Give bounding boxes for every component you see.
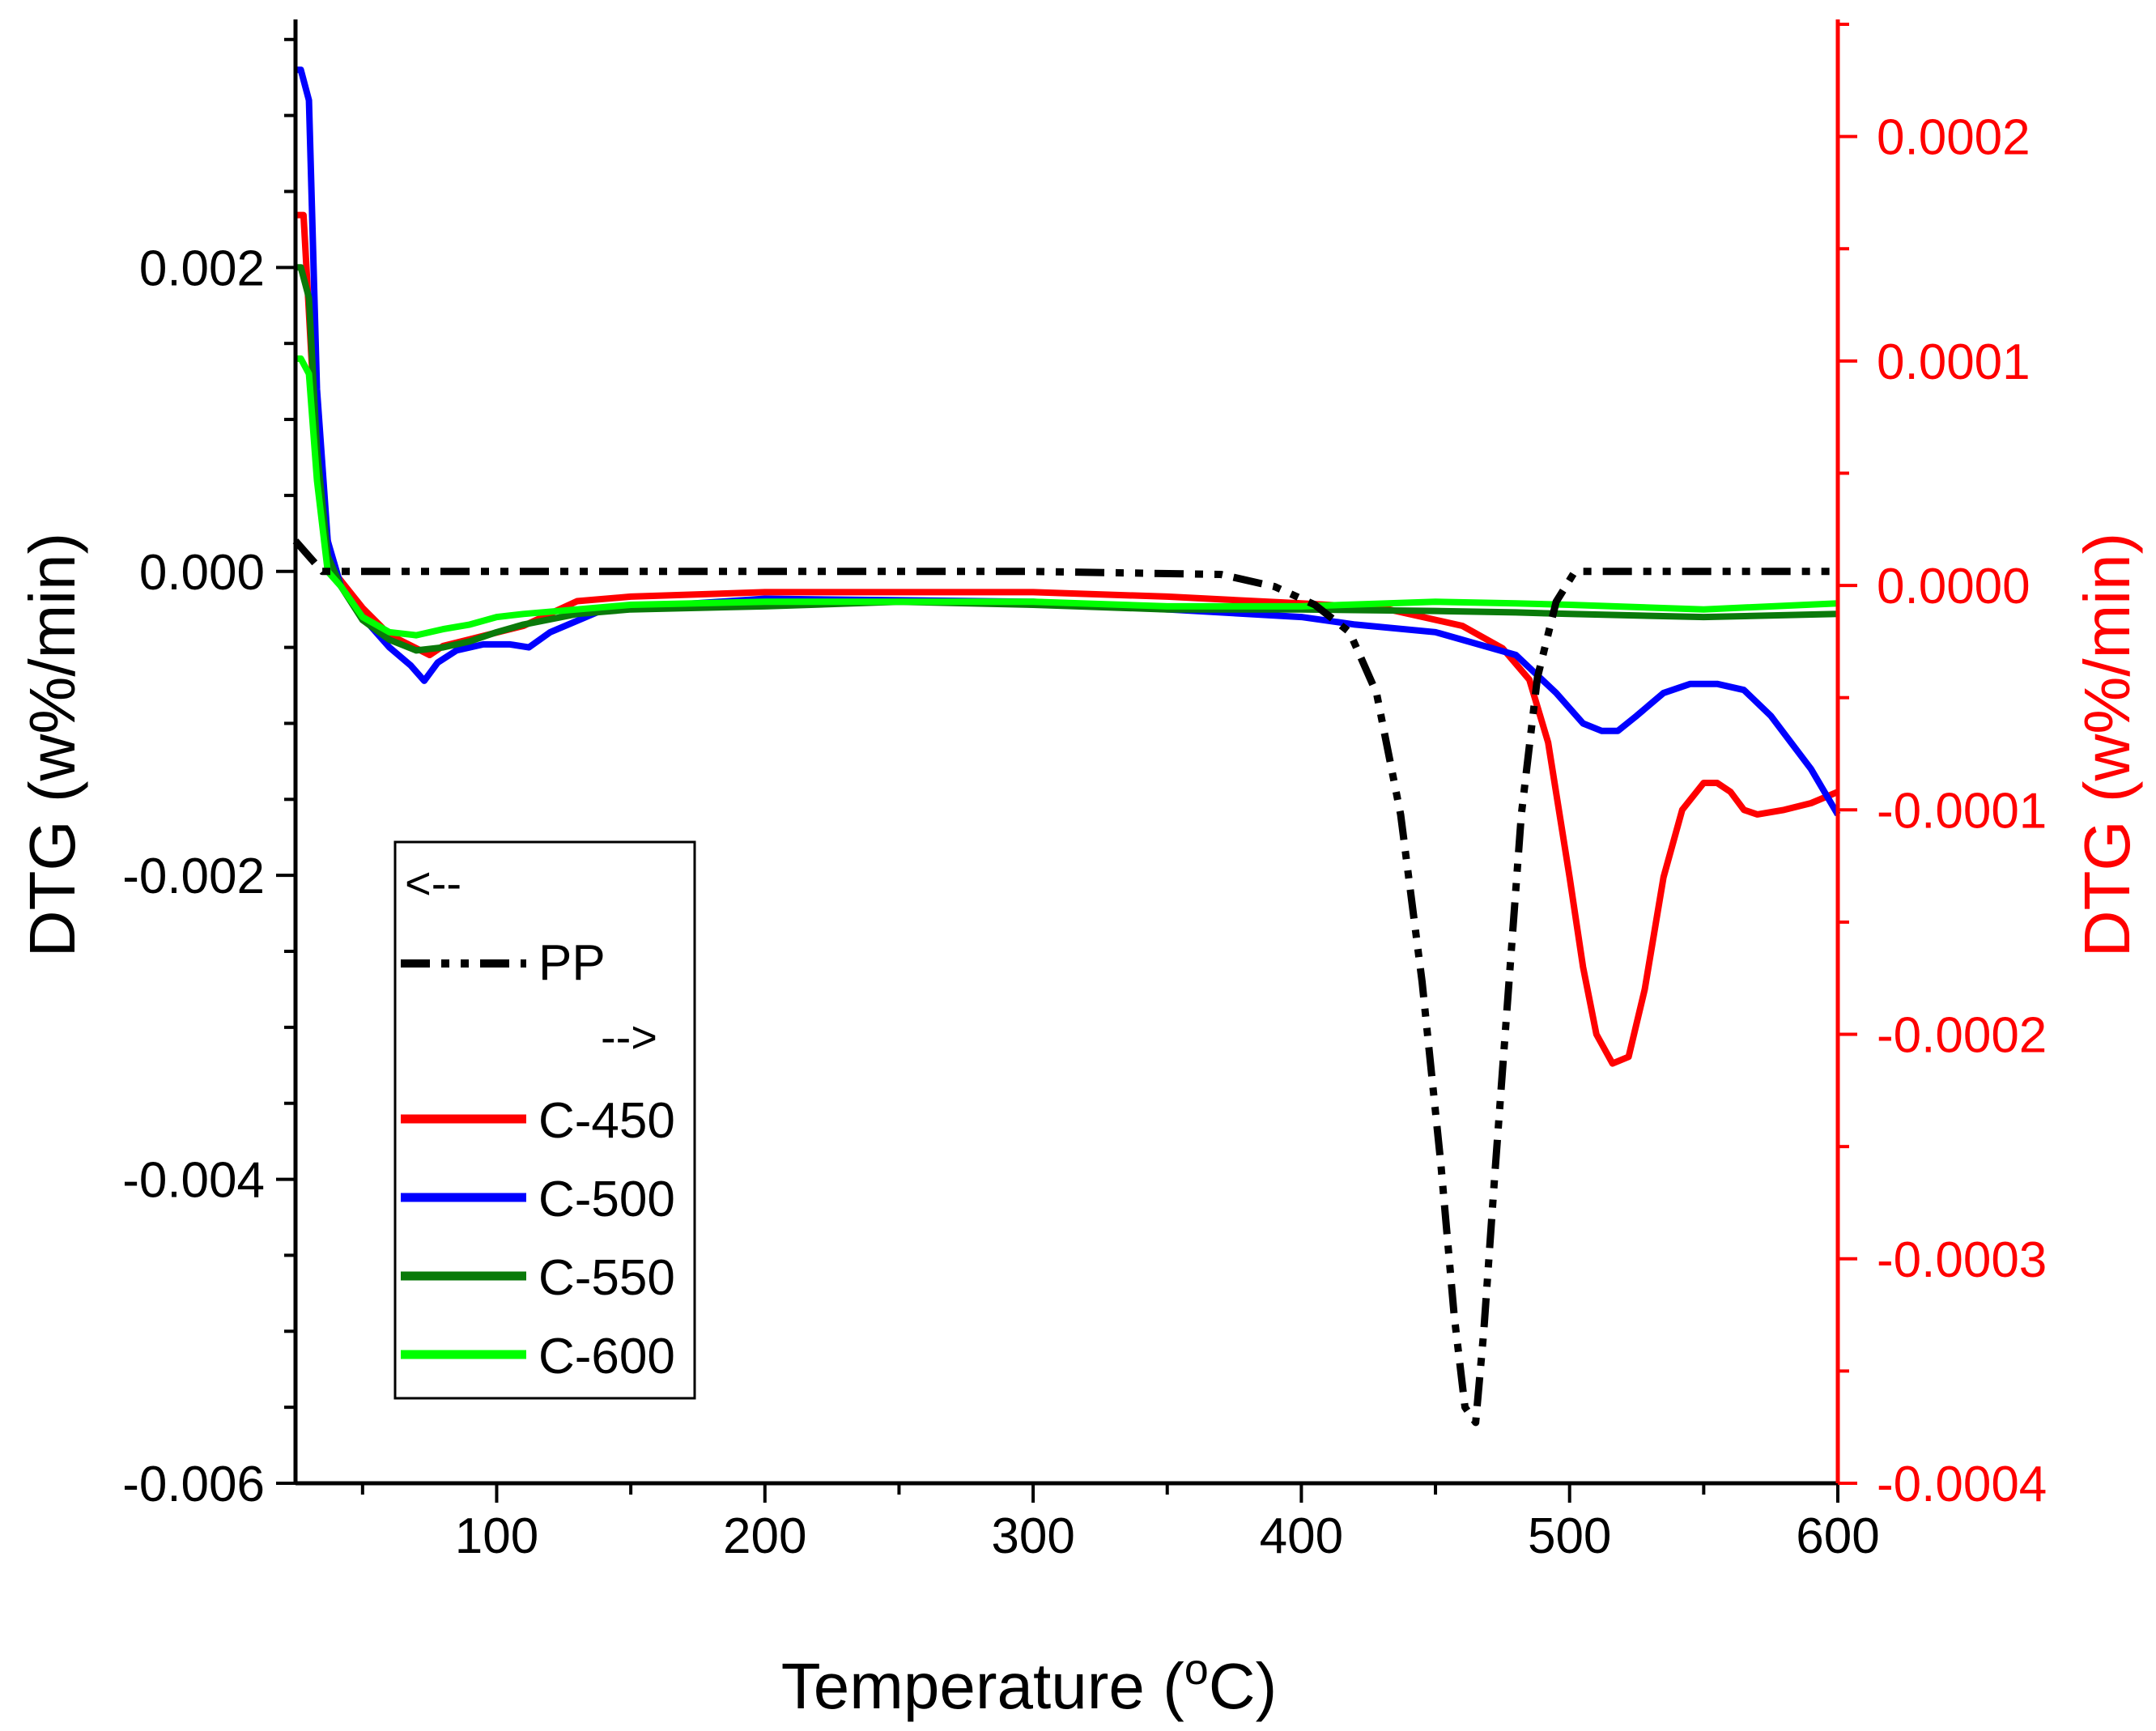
y-right-tick-label: 0.0001: [1877, 334, 2031, 390]
legend-label-c450: C-450: [538, 1093, 675, 1149]
y-left-tick-label: -0.004: [122, 1153, 265, 1209]
x-axis-title-main: Temperature (: [781, 1650, 1184, 1722]
y-left-tick-label: -0.002: [122, 848, 265, 904]
y-right-tick-label: -0.0002: [1877, 1008, 2047, 1064]
x-tick-label: 600: [1796, 1508, 1879, 1564]
x-tick-label: 500: [1528, 1508, 1611, 1564]
y-left-tick-label: 0.000: [139, 545, 265, 601]
series-line-c500: [296, 66, 1841, 817]
y-left-tick-label: 0.002: [139, 240, 265, 296]
series-line-pp: [292, 538, 1838, 1427]
x-tick-label: 200: [723, 1508, 806, 1564]
y-right-tick-label: 0.0002: [1877, 110, 2031, 166]
y-right-tick-label: -0.0001: [1877, 783, 2047, 839]
x-tick-label: 400: [1260, 1508, 1343, 1564]
y-right-tick-label: -0.0004: [1877, 1457, 2047, 1512]
x-tick-label: 100: [455, 1508, 538, 1564]
x-axis-title: Temperature (oC): [781, 1645, 1277, 1722]
legend-label-pp: PP: [538, 935, 606, 991]
y-right-tick-label: 0.0000: [1877, 559, 2031, 615]
x-tick-label: 300: [991, 1508, 1074, 1564]
x-axis-title-end: C): [1209, 1650, 1277, 1722]
legend-left-arrow: <--: [405, 857, 461, 908]
legend-right-arrow: -->: [601, 1011, 657, 1062]
y-right-tick-label: -0.0003: [1877, 1232, 2047, 1288]
y-axis-left-title: DTG (w%/min): [16, 533, 88, 957]
axes-layer: 100 200 300 400 500 600 0.002 0.000 -0.002 -0.004…: [122, 19, 2047, 1564]
legend: <-- PP --> C-450 C-500 C-550 C-600: [393, 840, 696, 1400]
y-left-tick-label: -0.006: [122, 1457, 265, 1512]
x-axis-title-sup: o: [1184, 1645, 1209, 1694]
legend-label-c550: C-550: [538, 1250, 675, 1306]
legend-label-c600: C-600: [538, 1329, 675, 1384]
y-axis-right-title: DTG (w%/min): [2071, 533, 2143, 957]
legend-label-c500: C-500: [538, 1172, 675, 1227]
series-layer: [292, 66, 1841, 1427]
